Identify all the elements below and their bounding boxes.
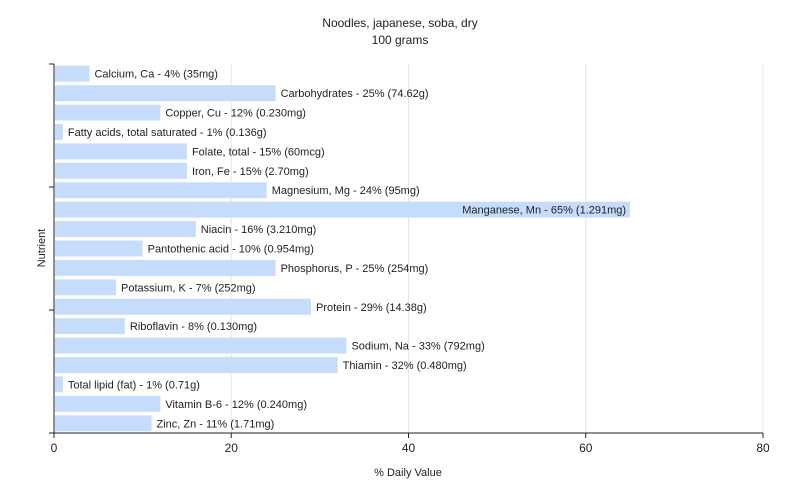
bar-label: Fatty acids, total saturated - 1% (0.136… <box>68 127 267 139</box>
bar-label: Riboflavin - 8% (0.130mg) <box>130 321 257 333</box>
bar <box>55 337 347 354</box>
bar-labels: Calcium, Ca - 4% (35mg) Carbohydrates - 2… <box>68 69 626 431</box>
bar <box>55 395 161 412</box>
x-axis-title: % Daily Value <box>374 467 442 479</box>
bar-label: Manganese, Mn - 65% (1.291mg) <box>462 205 626 217</box>
bar-label: Sodium, Na - 33% (792mg) <box>351 341 484 353</box>
bar <box>55 85 276 102</box>
bar-label: Niacin - 16% (3.210mg) <box>201 224 317 236</box>
bar-label: Potassium, K - 7% (252mg) <box>121 282 256 294</box>
bar-label: Pantothenic acid - 10% (0.954mg) <box>148 244 314 256</box>
bar <box>55 124 63 140</box>
bar <box>55 104 161 121</box>
x-tick-label: 80 <box>756 441 770 455</box>
x-tick-label: 0 <box>51 441 58 455</box>
bar-label: Magnesium, Mg - 24% (95mg) <box>272 185 420 197</box>
bar <box>55 298 312 315</box>
bar <box>55 357 338 373</box>
bar <box>55 221 196 238</box>
x-tick-label: 60 <box>579 441 593 455</box>
bar <box>55 162 187 179</box>
bar <box>55 182 267 199</box>
chart-title: Noodles, japanese, soba, dry <box>322 16 477 30</box>
bar <box>55 201 631 218</box>
bars <box>55 65 631 432</box>
bar-label: Calcium, Ca - 4% (35mg) <box>94 69 217 81</box>
chart-subtitle: 100 grams <box>372 33 429 47</box>
bar-label: Zinc, Zn - 11% (1.71mg) <box>156 418 274 430</box>
bar-label: Total lipid (fat) - 1% (0.71g) <box>68 379 200 391</box>
bar <box>55 259 276 276</box>
x-tick-label: 40 <box>402 441 416 455</box>
bar <box>55 143 187 160</box>
bar-label: Vitamin B-6 - 12% (0.240mg) <box>165 399 307 411</box>
bar <box>55 415 152 432</box>
bar-label: Iron, Fe - 15% (2.70mg) <box>192 166 309 178</box>
bar <box>55 376 63 393</box>
bar-label: Folate, total - 15% (60mcg) <box>192 146 325 158</box>
x-ticks: 0 20 40 60 80 <box>51 433 770 455</box>
y-axis-title: Nutrient <box>36 229 48 268</box>
x-tick-label: 20 <box>225 441 239 455</box>
bar-label: Protein - 29% (14.38g) <box>316 302 427 314</box>
bar-label: Thiamin - 32% (0.480mg) <box>343 360 467 372</box>
bar <box>55 318 125 335</box>
bar <box>55 240 143 257</box>
bar <box>55 65 90 82</box>
bar-label: Phosphorus, P - 25% (254mg) <box>281 263 429 275</box>
bar-label: Copper, Cu - 12% (0.230mg) <box>165 108 306 120</box>
bar-label: Carbohydrates - 25% (74.62g) <box>281 88 429 100</box>
bar <box>55 279 117 296</box>
